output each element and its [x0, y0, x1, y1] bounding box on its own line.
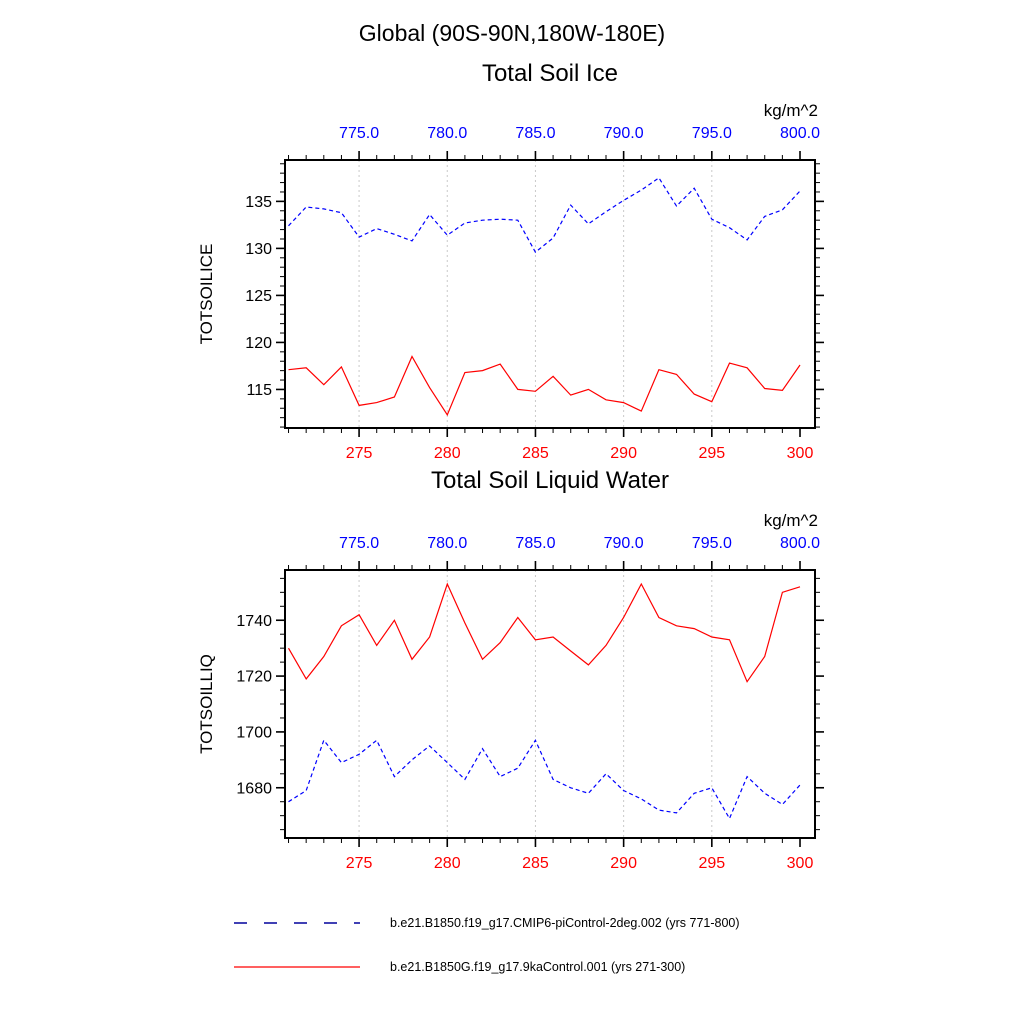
total-soil-liquid-water-chart: 275 775.0 280 780.0 285 785.0 290 790.0 295 795.0…: [197, 511, 824, 872]
legend-label-9kacontrol: b.e21.B1850G.f19_g17.9kaControl.001 (yrs…: [390, 960, 686, 974]
x-axis-bottom-label: 295: [698, 445, 725, 462]
x-axis-bottom-label: 280: [434, 855, 461, 872]
series-line-picontrol: [288, 739, 801, 820]
x-axis-top-label: 780.0: [427, 535, 467, 552]
y-axis-label: 1680: [236, 780, 272, 797]
y-axis-label: 1720: [236, 669, 272, 686]
legend-dashed-line-sample: [234, 922, 360, 924]
x-axis-bottom-label: 285: [522, 445, 549, 462]
legend-entry-picontrol: b.e21.B1850.f19_g17.CMIP6-piControl-2deg…: [232, 915, 740, 931]
plot-box: [284, 159, 816, 429]
chart-title-total-soil-liquid-water: Total Soil Liquid Water: [431, 467, 669, 494]
x-axis-bottom-label: 290: [610, 855, 637, 872]
x-axis-top-label: 775.0: [339, 125, 379, 142]
y-axis-title: TOTSOILLIQ: [197, 654, 216, 754]
y-axis-label: 130: [245, 241, 272, 258]
x-axis-top-label: 775.0: [339, 535, 379, 552]
series-line-9kacontrol: [287, 582, 801, 683]
legend-solid-line-sample: [234, 966, 360, 968]
x-axis-bottom-label: 300: [787, 445, 814, 462]
plot-box: [284, 569, 816, 839]
x-axis-bottom-label: 285: [522, 855, 549, 872]
x-axis-bottom-label: 290: [610, 445, 637, 462]
x-axis-top-label: 795.0: [692, 535, 732, 552]
x-axis-top-label: 785.0: [515, 535, 555, 552]
legend-label-picontrol: b.e21.B1850.f19_g17.CMIP6-piControl-2deg…: [390, 916, 740, 930]
legend: b.e21.B1850.f19_g17.CMIP6-piControl-2deg…: [232, 915, 740, 1003]
units-label: kg/m^2: [764, 511, 818, 530]
y-axis-title: TOTSOILICE: [197, 244, 216, 345]
x-axis-top-label: 790.0: [604, 125, 644, 142]
series-line-picontrol: [288, 177, 801, 254]
y-axis-label: 125: [245, 288, 272, 305]
x-axis-top-label: 790.0: [604, 535, 644, 552]
x-axis-top-label: 800.0: [780, 535, 820, 552]
x-axis-top-label: 795.0: [692, 125, 732, 142]
y-axis-label: 120: [245, 335, 272, 352]
x-axis-top-label: 800.0: [780, 125, 820, 142]
y-axis-label: 135: [245, 194, 272, 211]
y-axis-label: 115: [246, 382, 272, 399]
x-axis-bottom-label: 280: [434, 445, 461, 462]
total-soil-ice-chart: 275 775.0 280 780.0 285 785.0 290 790.0 295 795.0…: [197, 101, 824, 462]
y-axis-label: 1740: [236, 613, 272, 630]
x-axis-bottom-label: 300: [787, 855, 814, 872]
x-axis-bottom-label: 295: [698, 855, 725, 872]
y-axis-label: 1700: [236, 724, 272, 741]
x-axis-top-label: 785.0: [515, 125, 555, 142]
main-title: Global (90S-90N,180W-180E): [358, 20, 666, 46]
units-label: kg/m^2: [764, 101, 818, 120]
series-line-9kacontrol: [288, 355, 801, 417]
x-axis-bottom-label: 275: [346, 445, 373, 462]
x-axis-top-label: 780.0: [427, 125, 467, 142]
chart-title-total-soil-ice: Total Soil Ice: [481, 60, 619, 87]
legend-entry-9kacontrol: b.e21.B1850G.f19_g17.9kaControl.001 (yrs…: [232, 959, 740, 975]
x-axis-bottom-label: 275: [346, 855, 373, 872]
